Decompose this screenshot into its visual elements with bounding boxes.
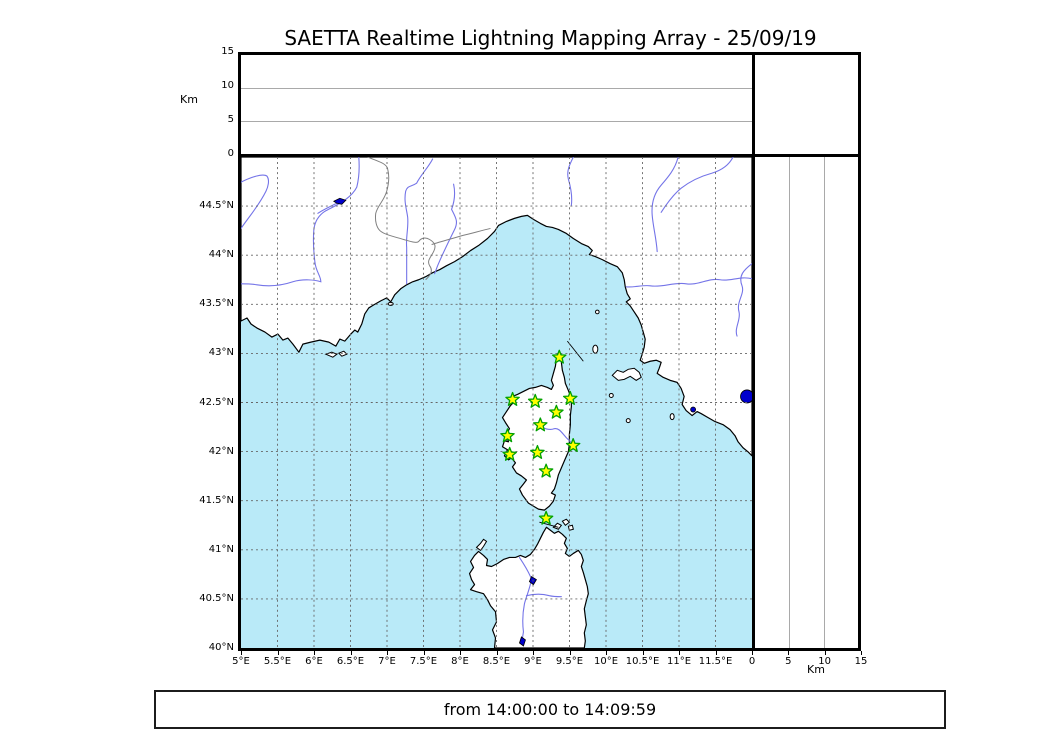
station-marker: [500, 428, 515, 443]
axis-tick-mark: [861, 651, 862, 655]
axis-tick-mark: [277, 651, 279, 655]
country-borders: [367, 157, 491, 281]
lon-tick-label: 7°E: [378, 656, 396, 667]
altitude-tick-label: 10: [221, 80, 234, 91]
station-markers: [500, 349, 581, 525]
lat-tick-label: 44.5°N: [199, 200, 234, 212]
station-marker: [530, 444, 545, 459]
axis-tick-mark: [350, 651, 352, 655]
altitude-tick-label: 5: [227, 114, 234, 125]
lon-tick-label: 8.5°E: [482, 656, 511, 667]
coastline-mainland: [241, 157, 752, 457]
lon-tick-label: 6°E: [305, 656, 323, 667]
axis-tick-mark: [314, 651, 315, 655]
lon-tick-label: 7.5°E: [409, 656, 438, 667]
islands: [324, 301, 675, 552]
station-marker: [527, 393, 543, 408]
lakes: [333, 197, 752, 647]
lon-tick-label: 11°E: [666, 656, 692, 667]
map-svg: [241, 157, 752, 648]
lat-tick-label: 40°N: [208, 642, 234, 653]
lon-tick-label: 9.5°E: [555, 656, 584, 667]
lat-tick-label: 43.5°N: [199, 298, 234, 310]
axis-tick-mark: [642, 651, 644, 655]
station-marker: [538, 463, 554, 478]
station-marker: [502, 446, 517, 461]
altitude-tick-label: 15: [854, 656, 868, 667]
altitude-tick-label: 10: [818, 656, 832, 667]
altitude-tick-label: 0: [748, 656, 756, 667]
axis-tick-mark: [241, 651, 242, 655]
axis-tick-mark: [460, 651, 461, 655]
axis-tick-mark: [715, 651, 717, 655]
graticule: [241, 157, 752, 648]
map-panel: [238, 154, 755, 651]
station-marker: [505, 391, 520, 406]
lon-tick-label: 6.5°E: [336, 656, 365, 667]
lat-tick-label: 43°N: [208, 347, 234, 359]
lon-tick-label: 5°E: [232, 656, 250, 667]
axis-tick-mark: [824, 651, 826, 655]
altitude-tick-label: 15: [221, 46, 234, 57]
axis-tick-mark: [387, 651, 388, 655]
top-panel-axis-unit: Km: [180, 93, 198, 106]
lat-tick-label: 44°N: [208, 249, 234, 261]
station-marker: [533, 417, 548, 432]
altitude-latitude-panel: [752, 154, 861, 651]
altitude-tick-label: 5: [785, 656, 792, 667]
axis-tick-mark: [423, 651, 425, 655]
axis-tick-mark: [569, 651, 571, 655]
station-marker: [565, 437, 581, 453]
time-range-box: from 14:00:00 to 14:09:59: [154, 690, 946, 729]
station-marker: [538, 510, 554, 525]
lon-tick-label: 11.5°E: [698, 656, 733, 667]
lat-tick-label: 41.5°N: [199, 494, 234, 506]
right-panel-axis-unit: Km: [807, 663, 825, 676]
station-marker: [562, 390, 578, 405]
rivers: [241, 157, 752, 639]
altitude-longitude-panel: [238, 52, 755, 157]
lat-tick-label: 41°N: [208, 543, 234, 555]
lon-tick-label: 8°E: [451, 656, 469, 667]
lon-tick-label: 10.5°E: [625, 656, 660, 667]
panel-gridline: [241, 88, 752, 89]
lon-tick-label: 10°E: [593, 656, 619, 667]
panel-gridline: [241, 121, 752, 122]
lat-tick-label: 42°N: [208, 445, 234, 457]
lon-tick-label: 5.5°E: [263, 656, 292, 667]
station-marker: [549, 404, 564, 419]
figure-title: SAETTA Realtime Lightning Mapping Array …: [284, 26, 817, 50]
altitude-tick-label: 0: [227, 148, 234, 159]
axis-tick-mark: [788, 651, 790, 655]
corner-panel: [752, 52, 861, 157]
station-marker: [551, 349, 567, 364]
time-range-text: from 14:00:00 to 14:09:59: [443, 700, 657, 719]
axis-tick-mark: [752, 651, 753, 655]
axis-tick-mark: [496, 651, 498, 655]
axis-tick-mark: [679, 651, 680, 655]
lat-tick-label: 40.5°N: [199, 592, 234, 604]
axis-tick-mark: [606, 651, 607, 655]
axis-tick-mark: [533, 651, 534, 655]
lat-tick-label: 42.5°N: [199, 396, 234, 408]
lon-tick-label: 9°E: [524, 656, 542, 667]
panel-gridline: [823, 157, 825, 648]
panel-gridline: [789, 157, 791, 648]
